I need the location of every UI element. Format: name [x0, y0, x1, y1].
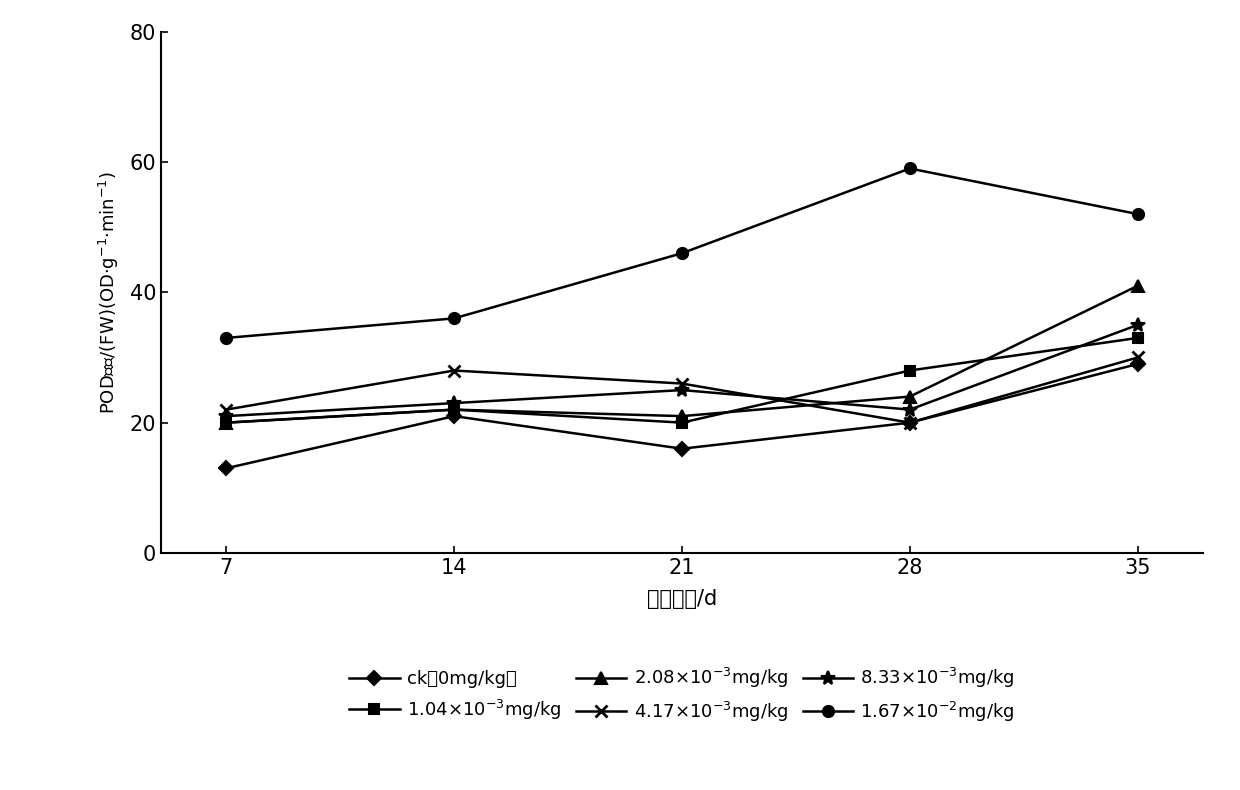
Legend: ck（0mg/kg）, 1.04×10$^{-3}$mg/kg, 2.08×10$^{-3}$mg/kg, 4.17×10$^{-3}$mg/kg, 8.33×: ck（0mg/kg）, 1.04×10$^{-3}$mg/kg, 2.08×10… [350, 666, 1014, 724]
Y-axis label: POD活性/(FW)(OD·g$^{-1}$·min$^{-1}$): POD活性/(FW)(OD·g$^{-1}$·min$^{-1}$) [97, 171, 122, 414]
X-axis label: 移栽时间/d: 移栽时间/d [647, 589, 717, 609]
